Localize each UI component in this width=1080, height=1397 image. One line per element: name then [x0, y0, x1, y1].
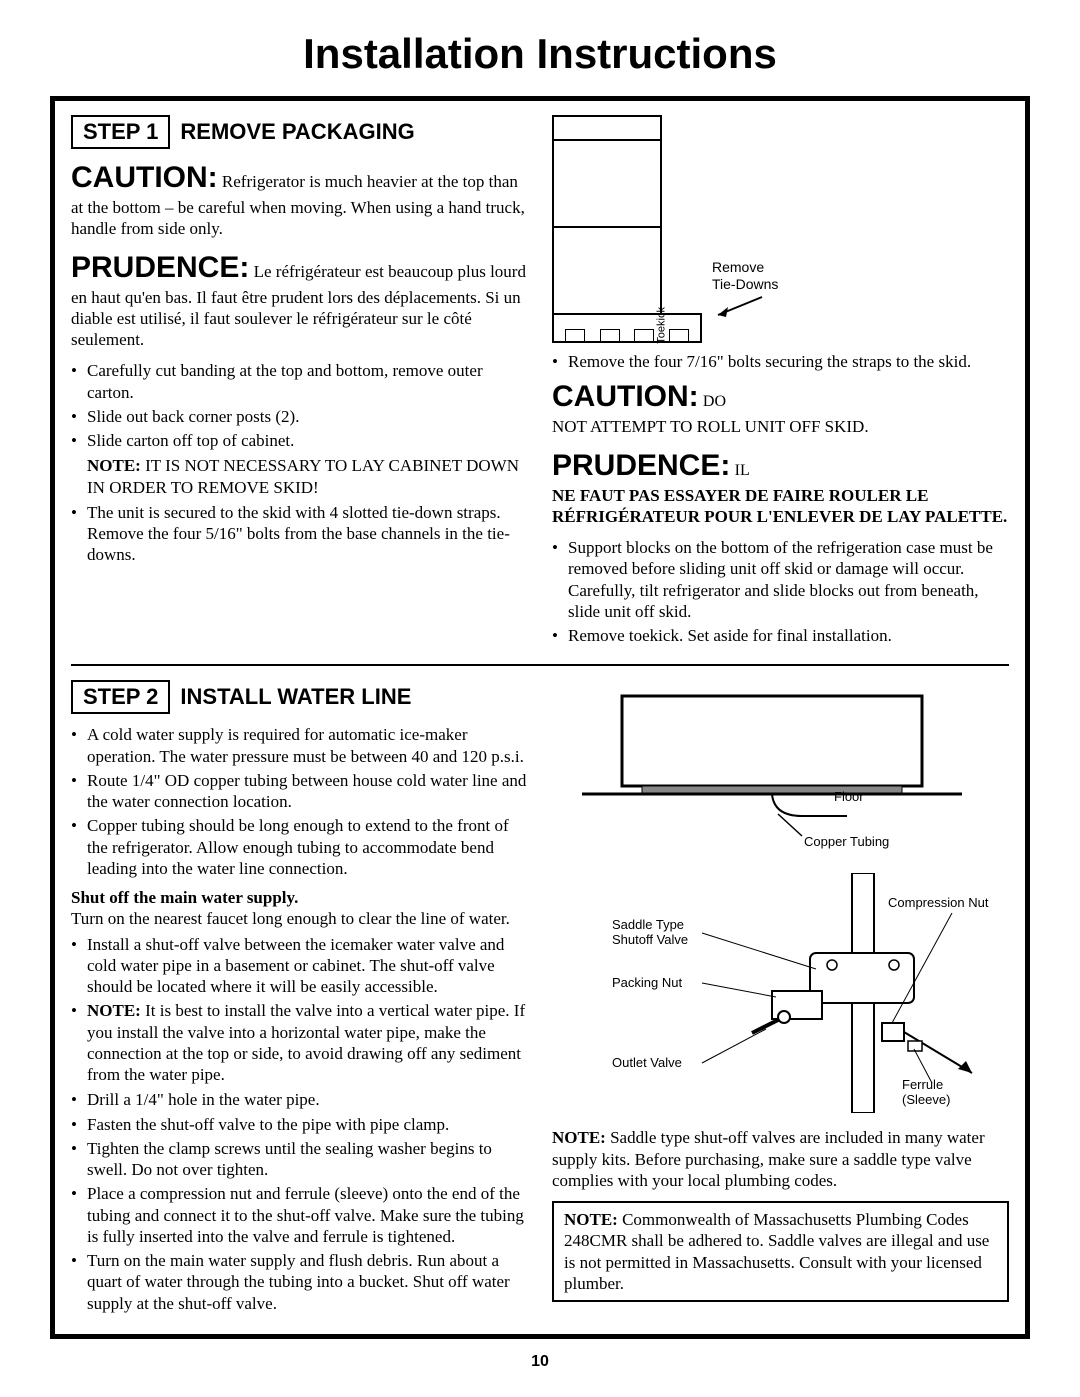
step1-note-upper: NOTE: IT IS NOT NECESSARY TO LAY CABINET…: [71, 455, 528, 498]
list-item: The unit is secured to the skid with 4 s…: [71, 502, 528, 566]
note-prefix: NOTE:: [87, 456, 145, 475]
prudence2-word: PRUDENCE:: [552, 449, 730, 482]
list-item: Slide carton off top of cabinet.: [71, 430, 528, 451]
caution2-rest: NOT ATTEMPT TO ROLL UNIT OFF SKID.: [552, 417, 869, 436]
page-number: 10: [50, 1353, 1030, 1371]
step1-right-top-bullet: Remove the four 7/16" bolts securing the…: [552, 351, 1009, 372]
step2-note-saddle: NOTE: Saddle type shut-off valves are in…: [552, 1127, 1009, 1191]
list-item: Turn on the main water supply and flush …: [71, 1250, 528, 1314]
outlet-label: Outlet Valve: [612, 1055, 682, 1070]
list-item: A cold water supply is required for auto…: [71, 724, 528, 767]
step2-right: Floor Copper Tubing: [552, 680, 1009, 1318]
list-item: Route 1/4" OD copper tubing between hous…: [71, 770, 528, 813]
remove-tiedowns-label: Remove Tie-Downs: [712, 259, 778, 293]
note-saddle-text: Saddle type shut-off valves are included…: [552, 1128, 985, 1190]
list-item: Fasten the shut-off valve to the pipe wi…: [71, 1114, 528, 1135]
prudence-word: PRUDENCE:: [71, 251, 249, 284]
step1-left: STEP 1 REMOVE PACKAGING CAUTION: Refrige…: [71, 115, 528, 650]
step2-bullets-b: Install a shut-off valve between the ice…: [71, 934, 528, 1086]
page: Installation Instructions STEP 1 REMOVE …: [0, 0, 1080, 1391]
content-frame: STEP 1 REMOVE PACKAGING CAUTION: Refrige…: [50, 96, 1030, 1339]
step2-label: STEP 2: [71, 680, 170, 714]
note-prefix: NOTE:: [87, 1001, 145, 1020]
step1-row: STEP 1 REMOVE PACKAGING CAUTION: Refrige…: [71, 115, 1009, 650]
step2-bullets-a: A cold water supply is required for auto…: [71, 724, 528, 879]
list-item: Remove the four 7/16" bolts securing the…: [552, 351, 1009, 372]
valve-diagram: Saddle Type Shutoff Valve Packing Nut Ou…: [552, 873, 1009, 1113]
shutoff-heading: Shut off the main water supply.: [71, 887, 528, 908]
note-prefix: NOTE:: [552, 1128, 610, 1147]
section-divider: [71, 664, 1009, 666]
step1-title: REMOVE PACKAGING: [180, 119, 414, 145]
compression-label: Compression Nut: [888, 895, 988, 910]
step1-bullet-after-note: The unit is secured to the skid with 4 s…: [71, 502, 528, 566]
list-item: Support blocks on the bottom of the refr…: [552, 537, 1009, 622]
ferrule-label: Ferrule (Sleeve): [902, 1077, 950, 1107]
note-box-text: Commonwealth of Massachusetts Plumbing C…: [564, 1210, 989, 1293]
fridge-icon: Toekick: [552, 115, 662, 315]
step1-label: STEP 1: [71, 115, 170, 149]
step2-bullets-c: Drill a 1/4" hole in the water pipe. Fas…: [71, 1089, 528, 1314]
list-item: Install a shut-off valve between the ice…: [71, 934, 528, 998]
caution2-tail: DO: [703, 393, 726, 410]
prudence2-tail: IL: [735, 462, 750, 479]
step1-right: Toekick Remove Tie-Downs: [552, 115, 1009, 650]
step2-title: INSTALL WATER LINE: [180, 684, 411, 710]
floor-diagram: Floor Copper Tubing: [552, 686, 1009, 889]
list-item: NOTE: It is best to install the valve in…: [71, 1000, 528, 1085]
step1-prudence2: PRUDENCE: IL NE FAUT PAS ESSAYER DE FAIR…: [552, 447, 1009, 527]
step1-prudence-fr: PRUDENCE: Le réfrigérateur est beaucoup …: [71, 249, 528, 350]
note-prefix: NOTE:: [564, 1210, 622, 1229]
note-upper-text: IT IS NOT NECESSARY TO LAY CABINET DOWN …: [87, 456, 519, 496]
skid-icon: [552, 313, 702, 343]
list-item: Tighten the clamp screws until the seali…: [71, 1138, 528, 1181]
step1-caution-en: CAUTION: Refrigerator is much heavier at…: [71, 159, 528, 239]
list-item: Carefully cut banding at the top and bot…: [71, 360, 528, 403]
list-item: Slide out back corner posts (2).: [71, 406, 528, 427]
list-item: Remove toekick. Set aside for final inst…: [552, 625, 1009, 646]
step2-note-box: NOTE: Commonwealth of Massachusetts Plum…: [552, 1201, 1009, 1302]
prudence2-rest: NE FAUT PAS ESSAYER DE FAIRE ROULER LE R…: [552, 486, 1007, 526]
step1-caution2: CAUTION: DO NOT ATTEMPT TO ROLL UNIT OFF…: [552, 378, 1009, 437]
step1-bullets-left: Carefully cut banding at the top and bot…: [71, 360, 528, 451]
page-title: Installation Instructions: [50, 30, 1030, 78]
shutoff-para: Turn on the nearest faucet long enough t…: [71, 908, 528, 929]
step2-left: STEP 2 INSTALL WATER LINE A cold water s…: [71, 680, 528, 1318]
toekick-label: Toekick: [656, 307, 668, 344]
step1-bullets-right: Support blocks on the bottom of the refr…: [552, 537, 1009, 646]
packing-label: Packing Nut: [612, 975, 682, 990]
list-item: Copper tubing should be long enough to e…: [71, 815, 528, 879]
step1-diagram: Toekick Remove Tie-Downs: [552, 115, 1009, 343]
saddle-label: Saddle Type Shutoff Valve: [612, 917, 688, 947]
caution2-word: CAUTION:: [552, 380, 699, 413]
copper-tubing-label: Copper Tubing: [804, 834, 924, 849]
step1-head: STEP 1 REMOVE PACKAGING: [71, 115, 528, 149]
floor-diagram-svg: [552, 686, 982, 856]
arrow-icon: [712, 293, 772, 319]
step2-row: STEP 2 INSTALL WATER LINE A cold water s…: [71, 680, 1009, 1318]
list-item: Drill a 1/4" hole in the water pipe.: [71, 1089, 528, 1110]
floor-label: Floor: [834, 789, 884, 804]
note-b-text: It is best to install the valve into a v…: [87, 1001, 525, 1084]
caution-word: CAUTION:: [71, 161, 218, 194]
step2-head: STEP 2 INSTALL WATER LINE: [71, 680, 528, 714]
list-item: Place a compression nut and ferrule (sle…: [71, 1183, 528, 1247]
